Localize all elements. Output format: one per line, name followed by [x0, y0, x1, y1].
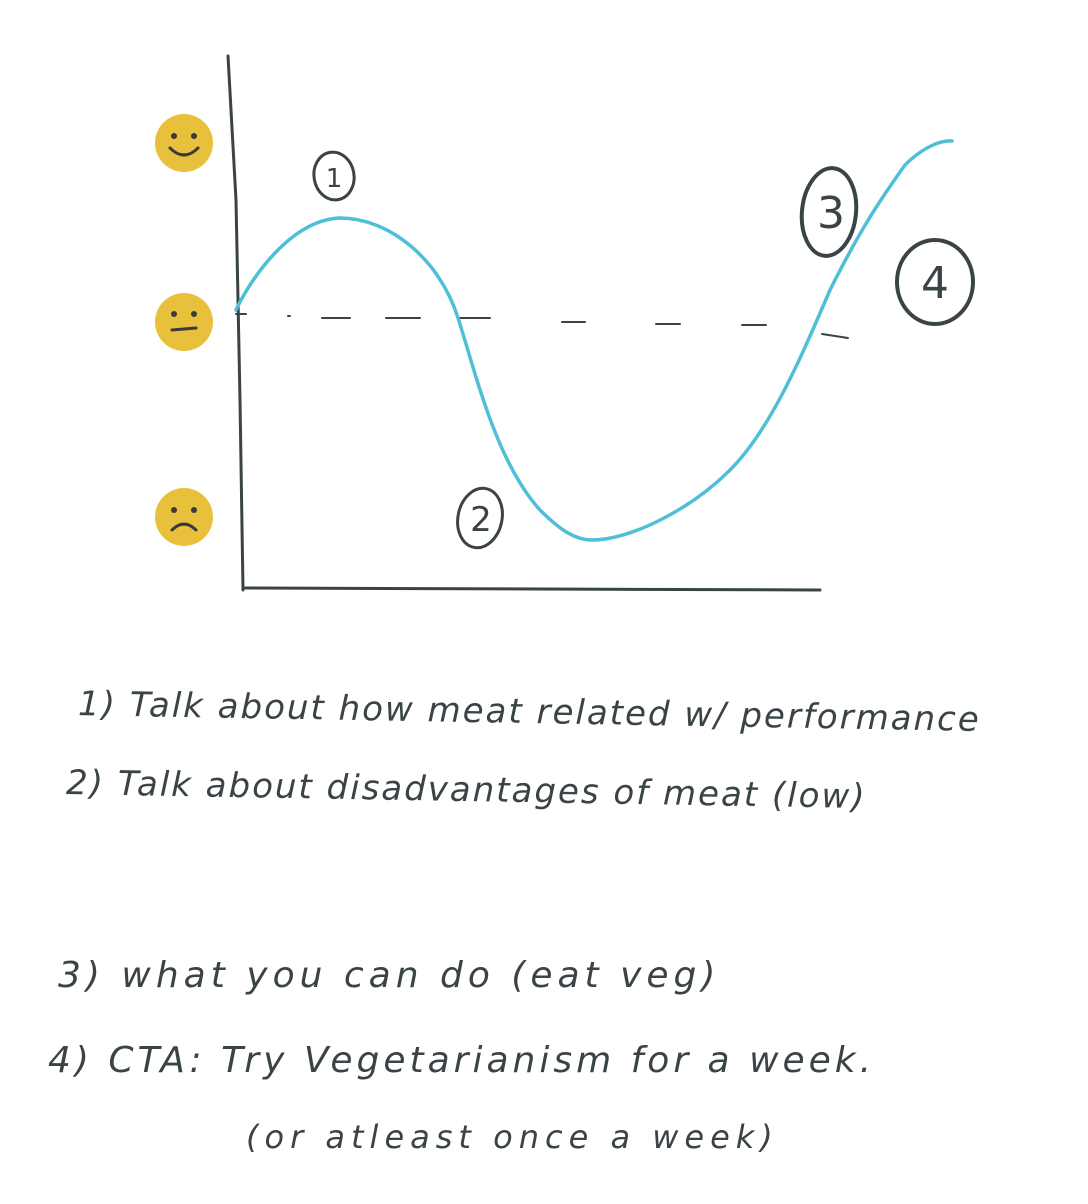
marker-2: 2	[456, 486, 504, 550]
emotion-curve	[234, 139, 954, 542]
marker-4-label: 4	[921, 258, 949, 309]
x-axis	[241, 586, 822, 592]
note-line-4: 4) CTA: Try Vegetarianism for a week.	[48, 1040, 876, 1081]
note-line-3: 3) what you can do (eat veg)	[58, 955, 721, 996]
marker-3-label: 3	[817, 188, 845, 239]
y-axis	[226, 54, 245, 592]
marker-1-label: 1	[326, 164, 343, 194]
neutral-face-icon	[155, 293, 213, 351]
neutral-baseline	[235, 313, 849, 339]
marker-3: 3	[799, 166, 859, 258]
marker-2-label: 2	[470, 500, 492, 540]
note-line-5: (or atleast once a week)	[246, 1118, 779, 1156]
marker-4: 4	[895, 238, 975, 326]
happy-face-icon	[155, 114, 213, 172]
marker-1: 1	[312, 150, 356, 202]
sad-face-icon	[155, 488, 213, 546]
